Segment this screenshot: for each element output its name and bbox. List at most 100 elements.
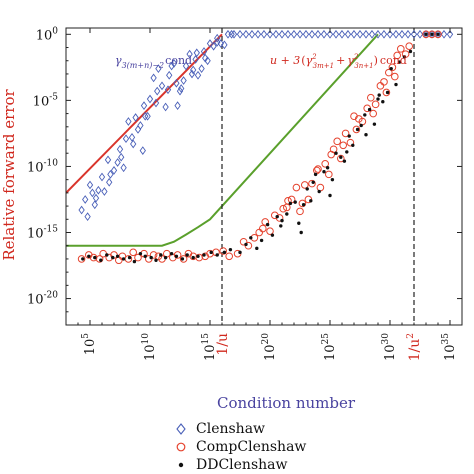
x-tick-label: 1030 [381, 333, 398, 361]
y-axis-label: Relative forward error [0, 89, 18, 261]
compclenshaw-point [422, 30, 430, 39]
compclenshaw-point [376, 82, 385, 90]
compclenshaw-point [341, 129, 350, 138]
clenshaw-point [198, 64, 205, 74]
ddclenshaw-point [115, 254, 120, 258]
clenshaw-point [110, 166, 118, 175]
compclenshaw-point [219, 247, 227, 255]
clenshaw-point [91, 200, 98, 210]
clenshaw-point [278, 29, 286, 39]
ddclenshaw-point [367, 107, 372, 112]
clenshaw-point [338, 29, 346, 39]
clenshaw-point [332, 29, 340, 39]
ddclenshaw-point [259, 238, 264, 243]
clenshaw-point [380, 29, 388, 39]
ddclenshaw-point [305, 187, 309, 191]
ddclenshaw-point [143, 254, 147, 258]
clenshaw-point [146, 94, 154, 104]
ddclenshaw-point [132, 259, 137, 264]
clenshaw-point [446, 29, 454, 39]
clenshaw-point [192, 55, 199, 64]
compclenshaw-point [149, 251, 158, 259]
compclenshaw-point [255, 228, 264, 237]
clenshaw-point [107, 169, 114, 179]
legend-item-compclenshaw: CompClenshaw [166, 438, 306, 456]
clenshaw-point [92, 193, 100, 203]
ddclenshaw-point [127, 255, 132, 260]
x-tick-label: 1025 [321, 333, 338, 361]
clenshaw-point [404, 29, 412, 39]
annotation-gamma2: γ [347, 54, 354, 67]
ddclenshaw-point [339, 155, 343, 159]
clenshaw-point [398, 29, 406, 39]
ddclenshaw-point [330, 177, 335, 182]
clenshaw-point [266, 29, 274, 39]
ddclenshaw-point [169, 251, 174, 256]
ddclenshaw-point [163, 255, 168, 260]
ddclenshaw-point [309, 199, 313, 203]
clenshaw-point [356, 29, 364, 39]
ddclenshaw-point [209, 250, 213, 255]
ddclenshaw-point [402, 55, 407, 59]
clenshaw-point [210, 41, 217, 51]
y-tick-label: 10-20 [27, 291, 58, 308]
plot-frame [65, 27, 463, 326]
ddclenshaw-point [381, 99, 385, 104]
legend-item-clenshaw: Clenshaw [166, 420, 306, 438]
ddclenshaw-point [430, 32, 434, 37]
vertical-lines [221, 28, 415, 325]
ddclenshaw-point [408, 49, 413, 54]
compclenshaw-point [279, 204, 288, 213]
ddclenshaw-point [111, 255, 115, 260]
clenshaw-point [320, 29, 328, 39]
clenshaw-point [173, 78, 180, 88]
special-tick-label: 1/u2 [406, 333, 423, 361]
legend: Clenshaw CompClenshaw DDClenshaw [166, 420, 306, 474]
diamond-marker-icon [166, 423, 196, 435]
clenshaw-point [350, 29, 358, 39]
legend-label-compclenshaw: CompClenshaw [196, 439, 307, 455]
x-tick-label: 1035 [441, 333, 458, 361]
clenshaw-point [82, 195, 89, 204]
clenshaw-point [374, 29, 382, 39]
ddclenshaw-point [355, 127, 360, 132]
ddclenshaw-point [345, 150, 349, 154]
clenshaw-point [242, 29, 250, 39]
special-tick-label: 1/u [215, 333, 231, 356]
annotation-cond: cond [165, 54, 192, 67]
ddclenshaw-point [347, 134, 351, 138]
clenshaw-point [416, 29, 424, 39]
ddclenshaw-point [222, 250, 227, 255]
ddclenshaw-point [159, 253, 163, 257]
ddclenshaw-point [372, 122, 377, 126]
clenshaw-point [410, 29, 418, 39]
clenshaw-point [95, 185, 102, 195]
annotation-gamma1: γ [306, 54, 313, 67]
clenshaw-point [440, 29, 448, 39]
clenshaw-point [78, 205, 85, 215]
compclenshaw-point [129, 248, 137, 257]
clenshaw-point [116, 144, 124, 154]
ddclenshaw-point [244, 242, 248, 247]
clenshaw-point [206, 39, 214, 48]
clenshaw-point [162, 102, 169, 112]
clenshaw-point [168, 61, 175, 71]
ddclenshaw-point [255, 246, 259, 251]
ddclenshaw-point [105, 253, 109, 257]
ddclenshaw-point [285, 212, 289, 216]
ddclenshaw-point [313, 172, 318, 177]
compclenshaw-point [316, 183, 325, 192]
compclenshaw-point [163, 249, 171, 258]
x-axis-label: Condition number [217, 394, 356, 412]
compclenshaw-point [283, 203, 291, 212]
compclenshaw-point [339, 141, 348, 150]
clenshaw-point [214, 37, 221, 47]
clenshaw-point [101, 187, 108, 196]
clenshaw-point [178, 84, 185, 93]
ddclenshaw-point [364, 133, 368, 137]
clenshaw-point [217, 39, 224, 48]
compclenshaw-point [385, 68, 393, 77]
clenshaw-point [166, 70, 173, 80]
clenshaw-point [392, 29, 400, 39]
ddclenshaw-point [215, 253, 219, 257]
